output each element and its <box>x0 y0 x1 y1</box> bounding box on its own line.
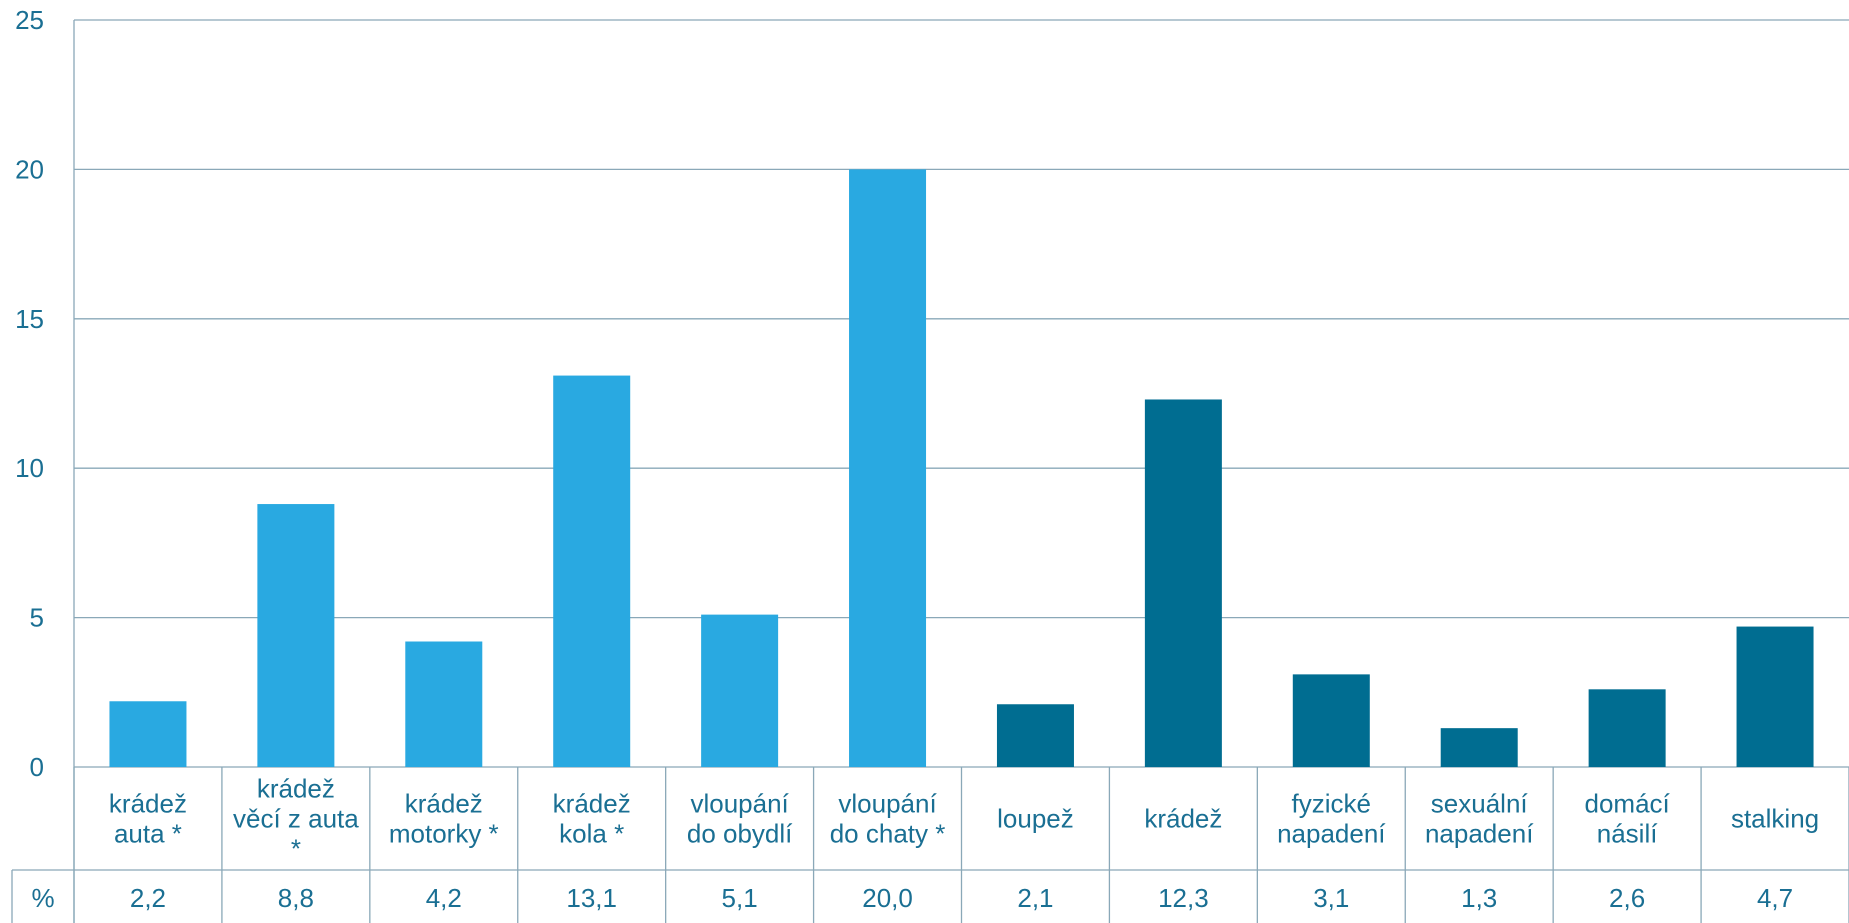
value-label: 13,1 <box>566 883 617 913</box>
bar <box>109 701 187 767</box>
y-tick-label: 10 <box>15 453 44 483</box>
bar <box>1588 689 1666 767</box>
value-label: 2,2 <box>130 883 166 913</box>
y-tick-label: 25 <box>15 5 44 35</box>
value-label: 3,1 <box>1313 883 1349 913</box>
category-label: krádež motorky * <box>389 789 499 849</box>
value-label: 12,3 <box>1158 883 1209 913</box>
category-label: domácí násilí <box>1584 789 1670 849</box>
category-label: loupež <box>997 804 1074 834</box>
value-label: 4,7 <box>1757 883 1793 913</box>
bar <box>257 504 335 767</box>
bar <box>849 169 927 767</box>
category-label: krádež kola * <box>553 789 631 849</box>
bar <box>1440 728 1518 767</box>
table-row-label: % <box>31 883 54 913</box>
bar <box>1144 399 1222 767</box>
y-tick-label: 20 <box>15 154 44 184</box>
data-table: % krádež auta * 2,2 krádež věcí z auta * 8,8 krá… <box>11 767 1849 923</box>
value-label: 5,1 <box>722 883 758 913</box>
value-label: 4,2 <box>426 883 462 913</box>
value-label: 2,1 <box>1017 883 1053 913</box>
bar <box>1736 626 1814 767</box>
category-label: vloupání do chaty * <box>830 789 946 849</box>
y-tick-label: 15 <box>15 304 44 334</box>
category-label: stalking <box>1731 804 1819 834</box>
bar <box>553 375 631 767</box>
bars <box>109 169 1814 767</box>
category-label: vloupání do obydlí <box>687 789 793 849</box>
category-label: fyzické napadení <box>1277 789 1386 849</box>
bar <box>1292 674 1370 767</box>
value-label: 20,0 <box>862 883 913 913</box>
y-tick-label: 0 <box>30 752 44 782</box>
bar <box>701 614 779 767</box>
category-label: krádež auta * <box>109 789 187 849</box>
category-label: krádež věcí z auta * <box>233 774 359 864</box>
category-label: krádež <box>1144 804 1222 834</box>
y-tick-label: 5 <box>30 603 44 633</box>
bar <box>405 641 483 767</box>
value-label: 2,6 <box>1609 883 1645 913</box>
y-axis-ticks: 0 5 10 15 20 25 <box>15 5 44 782</box>
value-label: 8,8 <box>278 883 314 913</box>
category-label: sexuální napadení <box>1425 789 1534 849</box>
value-label: 1,3 <box>1461 883 1497 913</box>
bar <box>996 704 1074 767</box>
